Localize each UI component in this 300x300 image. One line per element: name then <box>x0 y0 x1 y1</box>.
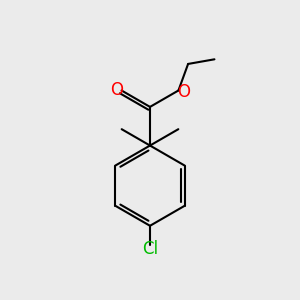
Text: Cl: Cl <box>142 240 158 258</box>
Text: O: O <box>110 82 123 100</box>
Text: O: O <box>177 83 190 101</box>
